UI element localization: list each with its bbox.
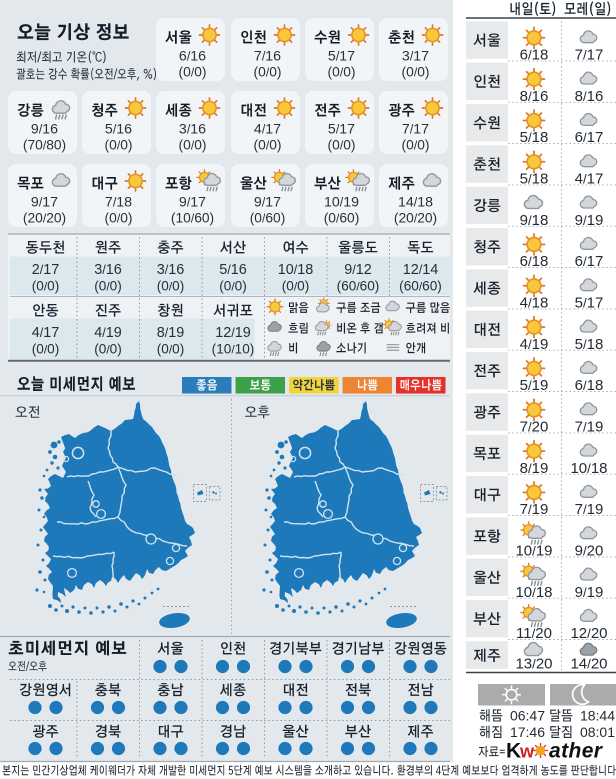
svg-text:5/17: 5/17	[575, 295, 604, 312]
svg-text:(0/0): (0/0)	[328, 137, 356, 152]
svg-text:(0/0): (0/0)	[282, 279, 310, 294]
svg-text:10/18: 10/18	[570, 460, 607, 477]
svg-text:5/17: 5/17	[328, 121, 355, 137]
svg-text:17:46: 17:46	[510, 724, 545, 740]
svg-text:(0/0): (0/0)	[179, 137, 207, 152]
svg-text:7/20: 7/20	[520, 419, 549, 436]
svg-text:6/17: 6/17	[575, 253, 604, 270]
svg-text:(0/0): (0/0)	[105, 210, 133, 225]
svg-text:5/18: 5/18	[520, 129, 549, 146]
svg-text:5/17: 5/17	[328, 48, 355, 64]
svg-text:(0/60): (0/60)	[250, 210, 286, 225]
svg-text:3/16: 3/16	[157, 262, 185, 278]
svg-text:ather: ather	[549, 740, 604, 763]
svg-text:10/18: 10/18	[515, 584, 552, 601]
svg-text:w: w	[519, 742, 535, 762]
svg-text:3/16: 3/16	[179, 121, 206, 137]
svg-text:2/17: 2/17	[32, 262, 60, 278]
svg-text:(0/0): (0/0)	[32, 342, 60, 357]
svg-text:(0/0): (0/0)	[219, 279, 247, 294]
svg-text:(0/0): (0/0)	[402, 137, 430, 152]
svg-text:(10/10): (10/10)	[212, 342, 255, 357]
svg-text:18:44: 18:44	[580, 708, 615, 724]
svg-text:(0/0): (0/0)	[254, 137, 282, 152]
svg-text:7/17: 7/17	[402, 121, 429, 137]
svg-text:9/18: 9/18	[520, 212, 549, 229]
svg-text:4/19: 4/19	[94, 325, 122, 341]
svg-text:5/19: 5/19	[520, 377, 549, 394]
svg-text:7/19: 7/19	[520, 501, 549, 518]
svg-text:(0/0): (0/0)	[157, 342, 185, 357]
svg-text:7/19: 7/19	[575, 501, 604, 518]
svg-text:9/17: 9/17	[254, 194, 281, 210]
svg-text:9/17: 9/17	[31, 194, 58, 210]
svg-text:5/16: 5/16	[105, 121, 132, 137]
svg-text:12/20: 12/20	[570, 625, 607, 642]
svg-text:(0/0): (0/0)	[94, 279, 122, 294]
svg-text:(20/20): (20/20)	[23, 210, 66, 225]
svg-text:6/18: 6/18	[520, 47, 549, 64]
svg-text:(0/0): (0/0)	[402, 64, 430, 79]
svg-text:8/19: 8/19	[157, 325, 185, 341]
svg-text:(0/60): (0/60)	[324, 210, 360, 225]
svg-text:4/19: 4/19	[520, 336, 549, 353]
svg-text:4/17: 4/17	[254, 121, 281, 137]
svg-text:4/17: 4/17	[575, 171, 604, 188]
svg-text:6/18: 6/18	[575, 377, 604, 394]
svg-text:14/18: 14/18	[398, 194, 433, 210]
svg-text:5/16: 5/16	[219, 262, 247, 278]
svg-text:10/19: 10/19	[515, 543, 552, 560]
svg-text:(70/80): (70/80)	[23, 137, 66, 152]
svg-text:9/12: 9/12	[344, 262, 372, 278]
svg-text:(0/0): (0/0)	[32, 279, 60, 294]
svg-text:7/16: 7/16	[254, 48, 281, 64]
svg-text:9/19: 9/19	[575, 584, 604, 601]
svg-text:11/20: 11/20	[516, 625, 552, 642]
svg-text:4/17: 4/17	[32, 325, 60, 341]
svg-text:K: K	[506, 740, 521, 763]
svg-text:(10/60): (10/60)	[171, 210, 214, 225]
svg-text:9/16: 9/16	[31, 121, 58, 137]
svg-text:3/17: 3/17	[402, 48, 429, 64]
svg-text:13/20: 13/20	[515, 656, 552, 673]
svg-text:6/18: 6/18	[520, 253, 549, 270]
svg-text:5/18: 5/18	[520, 171, 549, 188]
svg-text:(60/60): (60/60)	[337, 279, 380, 294]
svg-text:7/17: 7/17	[575, 47, 604, 64]
svg-text:3/16: 3/16	[94, 262, 122, 278]
svg-text:9/19: 9/19	[575, 212, 604, 229]
svg-text:5/18: 5/18	[575, 336, 604, 353]
svg-text:08:01: 08:01	[580, 724, 615, 740]
svg-text:(0/0): (0/0)	[94, 342, 122, 357]
svg-text:(0/0): (0/0)	[179, 64, 207, 79]
svg-text:7/19: 7/19	[575, 419, 604, 436]
svg-text:(60/60): (60/60)	[399, 279, 442, 294]
svg-text:8/19: 8/19	[520, 460, 549, 477]
svg-text:10/19: 10/19	[324, 194, 359, 210]
svg-text:14/20: 14/20	[570, 656, 607, 673]
svg-text:06:47: 06:47	[510, 708, 545, 724]
svg-text:6/17: 6/17	[575, 129, 604, 146]
svg-text:(0/0): (0/0)	[328, 64, 356, 79]
svg-text:(0/0): (0/0)	[157, 279, 185, 294]
svg-text:9/20: 9/20	[575, 543, 604, 560]
svg-text:(0/0): (0/0)	[105, 137, 133, 152]
svg-text:6/16: 6/16	[179, 48, 206, 64]
svg-text:(20/20): (20/20)	[394, 210, 437, 225]
svg-text:8/16: 8/16	[520, 88, 549, 105]
svg-text:8/16: 8/16	[575, 88, 604, 105]
svg-text:9/17: 9/17	[179, 194, 206, 210]
svg-text:10/18: 10/18	[278, 262, 314, 278]
svg-text:12/14: 12/14	[403, 262, 439, 278]
svg-text:7/18: 7/18	[105, 194, 132, 210]
svg-text:(0/0): (0/0)	[254, 64, 282, 79]
svg-text:12/19: 12/19	[215, 325, 251, 341]
svg-text:4/18: 4/18	[520, 295, 549, 312]
